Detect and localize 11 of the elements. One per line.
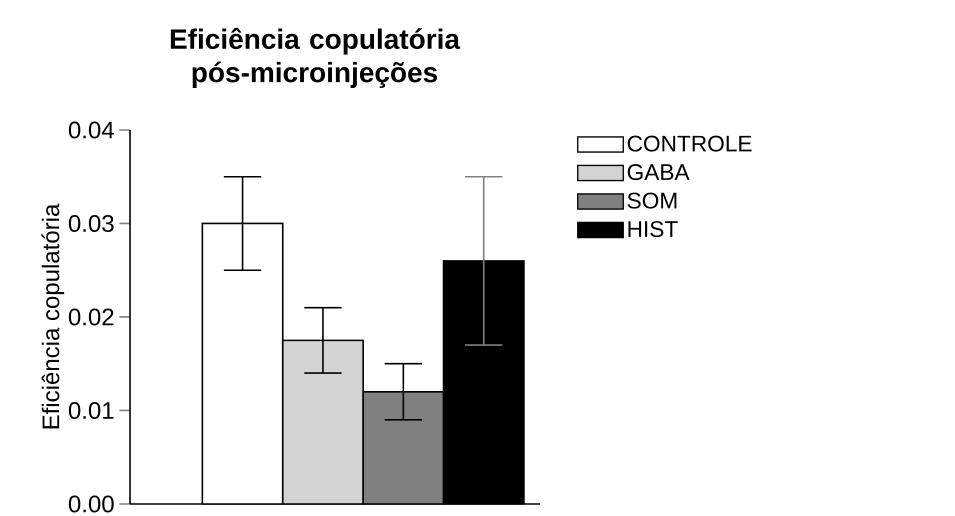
legend-label: CONTROLE — [628, 136, 752, 152]
y-tick-label: 0.01 — [68, 402, 114, 419]
legend-label: HIST — [628, 221, 678, 238]
y-tick-label: 0.02 — [68, 308, 114, 326]
y-tick-label: 0.04 — [68, 121, 114, 138]
y-tick-label: 0.00 — [68, 495, 114, 512]
legend-label: SOM — [628, 192, 676, 209]
legend-label: GABA — [628, 164, 690, 180]
chart-title: Eficiência copulatória pós-microinjeções — [170, 28, 460, 88]
y-axis-title: Eficiência copulatória — [41, 204, 64, 428]
y-tick-label: 0.03 — [68, 214, 114, 232]
